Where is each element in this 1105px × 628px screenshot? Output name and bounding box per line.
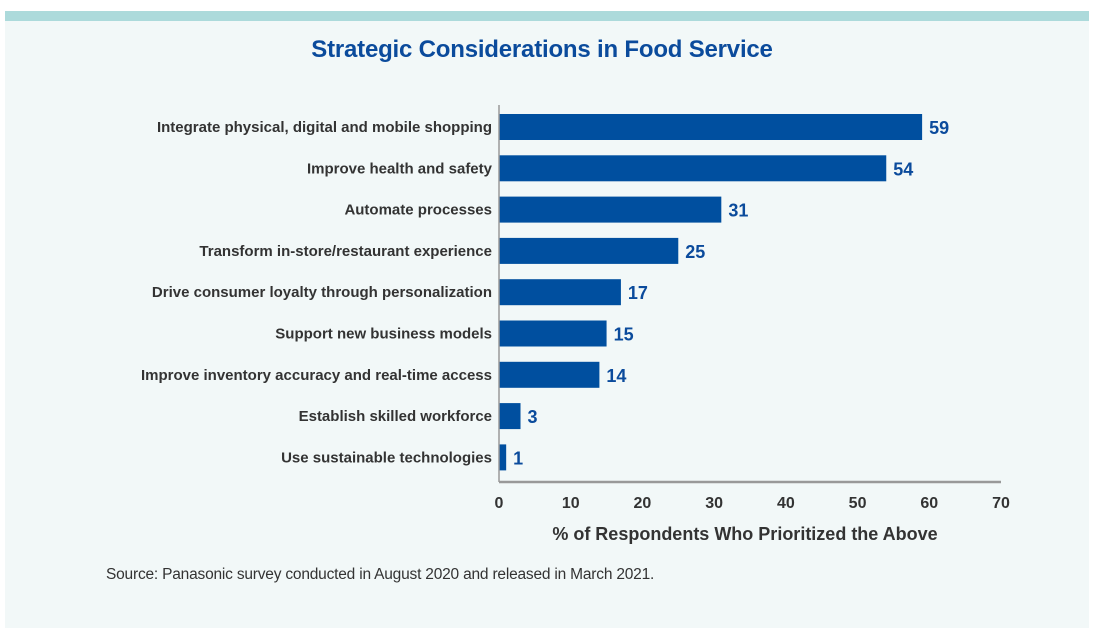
bars-group [499, 114, 923, 471]
category-labels: Integrate physical, digital and mobile s… [141, 119, 493, 466]
bar-7 [499, 403, 521, 430]
bar-4 [499, 279, 621, 306]
category-label-4: Drive consumer loyalty through personali… [152, 284, 492, 301]
x-tick-label-4: 40 [777, 495, 795, 512]
value-label-5: 15 [614, 325, 634, 345]
bar-8 [499, 444, 507, 471]
bar-3 [499, 237, 679, 264]
value-label-8: 1 [513, 448, 523, 468]
bar-1 [499, 155, 887, 182]
top-accent-strip [5, 11, 1089, 21]
value-label-7: 3 [528, 407, 538, 427]
bar-2 [499, 196, 722, 223]
chart-panel [5, 11, 1089, 628]
category-label-5: Support new business models [275, 326, 492, 343]
category-label-7: Establish skilled workforce [299, 408, 492, 425]
bar-0 [499, 114, 923, 140]
source-note: Source: Panasonic survey conducted in Au… [106, 566, 655, 583]
chart-title: Strategic Considerations in Food Service [311, 36, 773, 63]
bar-5 [499, 320, 607, 347]
x-tick-label-1: 10 [562, 495, 580, 512]
x-tick-label-3: 30 [705, 495, 723, 512]
category-label-1: Improve health and safety [307, 160, 493, 177]
value-label-4: 17 [628, 283, 648, 303]
value-label-6: 14 [606, 366, 626, 386]
value-label-3: 25 [685, 242, 705, 262]
x-tick-label-2: 20 [634, 495, 652, 512]
value-label-1: 54 [893, 159, 913, 179]
x-tick-label-6: 60 [920, 495, 938, 512]
x-tick-label-0: 0 [495, 495, 504, 512]
category-label-3: Transform in-store/restaurant experience [199, 243, 492, 260]
category-label-6: Improve inventory accuracy and real-time… [141, 367, 492, 384]
x-tick-label-5: 50 [849, 495, 867, 512]
category-label-2: Automate processes [344, 202, 492, 219]
bar-6 [499, 361, 600, 388]
x-tick-label-7: 70 [992, 495, 1010, 512]
category-label-0: Integrate physical, digital and mobile s… [157, 119, 492, 136]
value-label-0: 59 [929, 118, 949, 138]
x-axis-title: % of Respondents Who Prioritized the Abo… [552, 524, 937, 544]
category-label-8: Use sustainable technologies [281, 449, 492, 466]
x-tick-labels: 0 10 20 30 40 50 60 70 [495, 495, 1010, 512]
value-label-2: 31 [728, 201, 748, 221]
